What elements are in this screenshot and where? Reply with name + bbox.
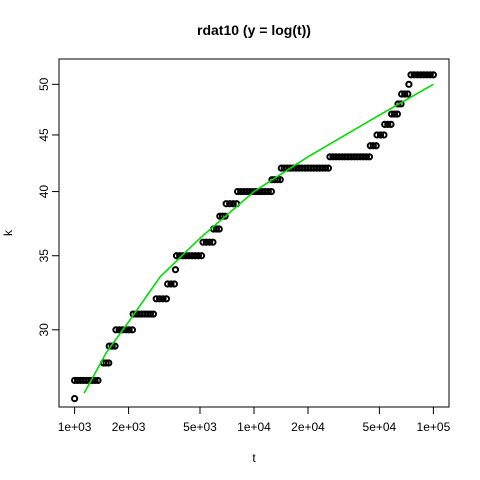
data-point bbox=[394, 100, 402, 108]
data-point bbox=[372, 142, 380, 150]
data-point bbox=[423, 71, 431, 79]
data-point bbox=[416, 71, 425, 79]
data-point bbox=[369, 142, 377, 150]
data-point bbox=[429, 71, 437, 79]
data-point bbox=[125, 326, 133, 334]
data-point bbox=[102, 359, 110, 367]
data-point bbox=[390, 110, 399, 118]
x-tick-label: 5e+03 bbox=[183, 420, 217, 434]
data-point bbox=[410, 71, 418, 79]
x-tick-label: 5e+04 bbox=[363, 420, 397, 434]
data-point bbox=[209, 238, 217, 246]
y-tick-label: 50 bbox=[37, 77, 51, 91]
data-point bbox=[229, 200, 237, 208]
y-axis-label: k bbox=[1, 229, 15, 236]
x-axis: 1e+03 2e+03 5e+03 1e+04 2e+04 5e+04 1e+05 bbox=[58, 406, 451, 434]
data-point bbox=[393, 110, 402, 118]
data-point bbox=[167, 280, 175, 288]
data-point bbox=[170, 280, 179, 288]
y-tick-label: 30 bbox=[37, 323, 51, 337]
data-point bbox=[128, 326, 137, 334]
data-point bbox=[164, 280, 172, 288]
data-point bbox=[159, 295, 167, 303]
fit-curve-group bbox=[83, 83, 434, 394]
x-tick-label: 2e+03 bbox=[112, 420, 146, 434]
data-point bbox=[215, 225, 223, 233]
data-point bbox=[111, 342, 119, 350]
data-point bbox=[112, 326, 120, 334]
data-point bbox=[384, 120, 392, 128]
data-point bbox=[264, 187, 272, 196]
y-tick-label: 35 bbox=[37, 249, 51, 263]
data-point bbox=[404, 90, 412, 98]
data-point bbox=[376, 131, 385, 139]
fit-curve bbox=[83, 83, 434, 394]
data-point bbox=[401, 90, 409, 98]
data-point bbox=[381, 120, 389, 128]
data-points bbox=[71, 71, 437, 403]
data-point bbox=[71, 394, 79, 403]
x-axis-label: t bbox=[252, 451, 256, 465]
data-point bbox=[365, 153, 374, 161]
x-tick-label: 1e+03 bbox=[58, 420, 92, 434]
data-point bbox=[156, 295, 164, 303]
data-point bbox=[115, 326, 123, 334]
data-point bbox=[162, 295, 171, 303]
data-point bbox=[185, 252, 193, 260]
data-point bbox=[179, 252, 187, 260]
chart-title: rdat10 (y = log(t)) bbox=[197, 22, 311, 38]
y-tick-label: 40 bbox=[37, 185, 51, 199]
data-point bbox=[212, 225, 220, 233]
data-point bbox=[405, 80, 413, 88]
data-point bbox=[149, 310, 158, 318]
x-tick-label: 1e+05 bbox=[417, 420, 451, 434]
y-axis: 30 35 40 45 50 bbox=[37, 77, 60, 337]
data-point bbox=[146, 310, 155, 318]
data-point bbox=[420, 71, 428, 79]
data-point bbox=[105, 359, 113, 367]
data-point bbox=[267, 187, 275, 196]
data-point bbox=[197, 252, 206, 260]
data-point bbox=[188, 252, 196, 260]
data-point bbox=[202, 238, 210, 246]
data-point bbox=[199, 238, 207, 246]
data-point bbox=[91, 376, 99, 385]
y-tick-label: 45 bbox=[37, 128, 51, 142]
data-point bbox=[426, 71, 434, 79]
data-point bbox=[171, 266, 180, 274]
data-point bbox=[118, 326, 127, 334]
data-point bbox=[407, 71, 415, 79]
data-point bbox=[191, 252, 199, 260]
data-point bbox=[380, 131, 388, 139]
data-point bbox=[182, 252, 190, 260]
data-point bbox=[387, 120, 395, 128]
data-point bbox=[172, 252, 181, 260]
data-point bbox=[152, 295, 160, 303]
data-point bbox=[413, 71, 421, 79]
data-point bbox=[226, 200, 234, 208]
data-point bbox=[206, 238, 214, 246]
x-tick-label: 1e+04 bbox=[237, 420, 271, 434]
data-point bbox=[221, 212, 229, 220]
data-point bbox=[373, 131, 381, 139]
x-tick-label: 2e+04 bbox=[291, 420, 325, 434]
data-point bbox=[362, 153, 370, 161]
data-point bbox=[324, 164, 333, 172]
data-point bbox=[222, 200, 230, 208]
data-point bbox=[194, 252, 203, 260]
data-point bbox=[94, 376, 102, 385]
data-point bbox=[276, 176, 284, 184]
data-point bbox=[321, 164, 330, 172]
